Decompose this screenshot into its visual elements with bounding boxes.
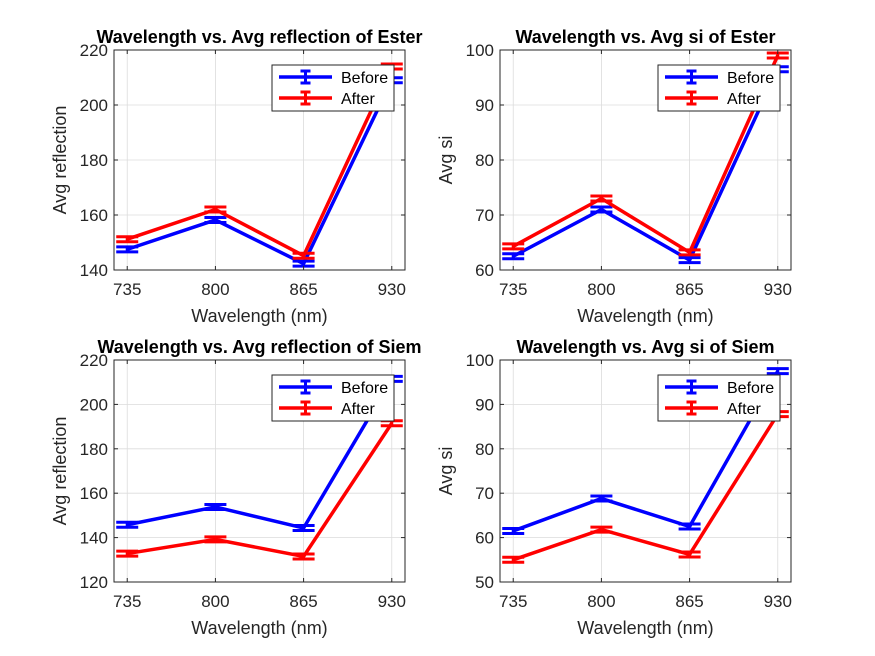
y-tick-label: 160 xyxy=(80,206,108,225)
chart-title: Wavelength vs. Avg si of Ester xyxy=(515,27,775,47)
y-tick-label: 100 xyxy=(466,41,494,60)
y-tick-label: 140 xyxy=(80,261,108,280)
series-line-after xyxy=(126,422,394,559)
y-tick-label: 140 xyxy=(80,529,108,548)
y-tick-label: 200 xyxy=(80,395,108,414)
legend-label: After xyxy=(727,91,761,108)
y-tick-label: 70 xyxy=(475,206,494,225)
y-tick-label: 80 xyxy=(475,440,494,459)
legend-label: After xyxy=(341,401,375,418)
x-tick-label: 930 xyxy=(764,592,792,611)
x-tick-label: 800 xyxy=(587,592,615,611)
y-axis-label: Avg reflection xyxy=(50,106,70,215)
legend-box xyxy=(271,64,395,112)
y-tick-label: 90 xyxy=(475,395,494,414)
y-tick-label: 90 xyxy=(475,96,494,115)
y-tick-label: 220 xyxy=(80,41,108,60)
legend-item-before: Before xyxy=(665,379,774,397)
legend-label: Before xyxy=(727,380,774,397)
x-tick-label: 930 xyxy=(378,280,406,299)
legend-item-after: After xyxy=(279,400,375,418)
legend-label: Before xyxy=(727,70,774,87)
y-tick-label: 80 xyxy=(475,151,494,170)
y-tick-label: 100 xyxy=(466,351,494,370)
axes-box xyxy=(499,359,792,583)
y-tick-label: 180 xyxy=(80,440,108,459)
series-line-after xyxy=(512,413,780,562)
legend-item-before: Before xyxy=(279,379,388,397)
chart-panel-2: 60 70 80 90 100 735 800 865 930 Wavelength vs. Av… xyxy=(436,27,792,326)
y-tick-label: 70 xyxy=(475,484,494,503)
chart-title: Wavelength vs. Avg reflection of Siem xyxy=(97,337,421,357)
x-tick-label: 800 xyxy=(587,280,615,299)
legend: Before After xyxy=(657,64,781,112)
x-axis-label: Wavelength (nm) xyxy=(191,306,327,326)
x-tick-label: 735 xyxy=(499,592,527,611)
legend-box xyxy=(657,374,781,422)
legend-item-before: Before xyxy=(665,69,774,87)
x-axis-label: Wavelength (nm) xyxy=(191,618,327,638)
chart-title: Wavelength vs. Avg si of Siem xyxy=(516,337,774,357)
x-axis-label: Wavelength (nm) xyxy=(577,618,713,638)
x-tick-label: 735 xyxy=(113,592,141,611)
y-axis-label: Avg reflection xyxy=(50,417,70,526)
chart-panel-4: 50 60 70 80 90 100 735 800 865 930 Wavelength vs. … xyxy=(436,337,792,638)
chart-panel-3: 120 140 160 180 200 220 735 800 865 930 Wavelength… xyxy=(50,337,422,638)
x-tick-label: 865 xyxy=(289,592,317,611)
x-tick-label: 865 xyxy=(675,592,703,611)
y-tick-label: 160 xyxy=(80,484,108,503)
series-line-before xyxy=(512,68,780,263)
x-tick-label: 930 xyxy=(764,280,792,299)
legend: Before After xyxy=(271,64,395,112)
x-axis-label: Wavelength (nm) xyxy=(577,306,713,326)
legend-item-before: Before xyxy=(279,69,388,87)
y-axis-label: Avg si xyxy=(436,136,456,185)
axes-box xyxy=(113,359,406,583)
series-line-before xyxy=(512,370,780,533)
y-tick-label: 220 xyxy=(80,351,108,370)
chart-panel-1: 140 160 180 200 220 735 800 865 930 Wavelength vs… xyxy=(50,27,423,326)
legend-box xyxy=(271,374,395,422)
y-tick-label: 180 xyxy=(80,151,108,170)
legend-label: Before xyxy=(341,70,388,87)
x-tick-label: 735 xyxy=(113,280,141,299)
legend-item-after: After xyxy=(665,400,761,418)
legend: Before After xyxy=(657,374,781,422)
x-tick-label: 800 xyxy=(201,592,229,611)
legend: Before After xyxy=(271,374,395,422)
y-tick-label: 200 xyxy=(80,96,108,115)
x-tick-label: 800 xyxy=(201,280,229,299)
x-tick-label: 865 xyxy=(289,280,317,299)
legend-item-after: After xyxy=(665,90,761,108)
y-tick-label: 60 xyxy=(475,529,494,548)
legend-box xyxy=(657,64,781,112)
x-tick-label: 735 xyxy=(499,280,527,299)
y-axis-label: Avg si xyxy=(436,447,456,496)
series-line-before xyxy=(126,79,394,267)
legend-label: Before xyxy=(341,380,388,397)
series-line-before xyxy=(126,377,394,531)
legend-label: After xyxy=(341,91,375,108)
chart-title: Wavelength vs. Avg reflection of Ester xyxy=(96,27,422,47)
series-line-after xyxy=(126,65,394,259)
y-tick-label: 120 xyxy=(80,573,108,592)
legend-label: After xyxy=(727,401,761,418)
x-tick-label: 930 xyxy=(378,592,406,611)
y-tick-label: 50 xyxy=(475,573,494,592)
x-tick-label: 865 xyxy=(675,280,703,299)
series-line-after xyxy=(512,54,780,255)
legend-item-after: After xyxy=(279,90,375,108)
y-tick-label: 60 xyxy=(475,261,494,280)
